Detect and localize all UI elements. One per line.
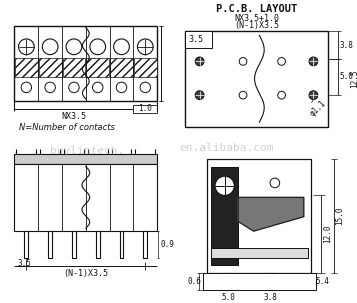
Bar: [185, 31, 212, 48]
Text: P.C.B. LAYOUT: P.C.B. LAYOUT: [216, 4, 297, 14]
Circle shape: [239, 58, 247, 65]
Bar: [24, 231, 28, 258]
Bar: [15, 26, 157, 101]
Text: 5.4: 5.4: [315, 277, 329, 286]
Circle shape: [195, 91, 204, 99]
Text: 3.5: 3.5: [188, 35, 203, 44]
Text: 3.8: 3.8: [340, 41, 353, 49]
Text: N=Number of contacts: N=Number of contacts: [19, 123, 115, 132]
Bar: [48, 231, 52, 258]
Circle shape: [137, 39, 153, 55]
Circle shape: [239, 91, 247, 99]
Bar: [62, 58, 85, 77]
Text: 1.0: 1.0: [139, 104, 152, 113]
Bar: [211, 167, 238, 265]
Bar: [15, 164, 157, 231]
Bar: [39, 58, 61, 77]
Bar: [202, 273, 316, 290]
Circle shape: [114, 39, 129, 55]
Circle shape: [90, 39, 106, 55]
Circle shape: [309, 91, 318, 99]
Bar: [15, 58, 38, 77]
Text: 0.6: 0.6: [188, 277, 202, 286]
Circle shape: [278, 91, 286, 99]
Text: 3.5: 3.5: [17, 259, 31, 268]
Bar: [72, 231, 76, 258]
Circle shape: [270, 178, 280, 188]
Bar: [120, 231, 124, 258]
Bar: [134, 105, 157, 112]
Circle shape: [195, 57, 204, 66]
Circle shape: [278, 58, 286, 65]
Bar: [211, 248, 308, 258]
Circle shape: [116, 82, 127, 93]
Bar: [267, 273, 273, 290]
Text: 12.5: 12.5: [350, 69, 357, 88]
Circle shape: [66, 39, 82, 55]
Circle shape: [309, 57, 318, 66]
Text: 12.0: 12.0: [323, 225, 332, 243]
Text: 5.0: 5.0: [222, 293, 236, 302]
Circle shape: [92, 82, 103, 93]
Bar: [86, 58, 109, 77]
Circle shape: [21, 82, 31, 93]
Polygon shape: [238, 197, 304, 231]
Bar: [226, 273, 231, 290]
Text: 0.9: 0.9: [160, 240, 174, 249]
Text: 15.0: 15.0: [336, 206, 345, 225]
Text: φ1.1: φ1.1: [308, 99, 328, 118]
Circle shape: [42, 39, 58, 55]
Text: (N-1)X3.5: (N-1)X3.5: [63, 269, 108, 278]
Text: NX3.5: NX3.5: [61, 112, 86, 121]
Bar: [15, 154, 157, 164]
Text: (N-1)X3.5: (N-1)X3.5: [234, 21, 279, 30]
Circle shape: [215, 176, 234, 195]
Text: 5.0: 5.0: [340, 72, 353, 81]
Circle shape: [45, 82, 55, 93]
Text: buylintech.: buylintech.: [50, 146, 124, 156]
Bar: [144, 231, 147, 258]
Circle shape: [69, 82, 79, 93]
Bar: [96, 231, 100, 258]
Bar: [110, 58, 133, 77]
Text: 3.8: 3.8: [263, 293, 277, 302]
Circle shape: [140, 82, 151, 93]
Text: en.alibaba.com: en.alibaba.com: [179, 143, 274, 153]
Bar: [207, 159, 312, 273]
Text: NX3.5+1.0: NX3.5+1.0: [234, 15, 279, 23]
Bar: [134, 58, 157, 77]
Circle shape: [19, 39, 34, 55]
Bar: [185, 31, 328, 127]
